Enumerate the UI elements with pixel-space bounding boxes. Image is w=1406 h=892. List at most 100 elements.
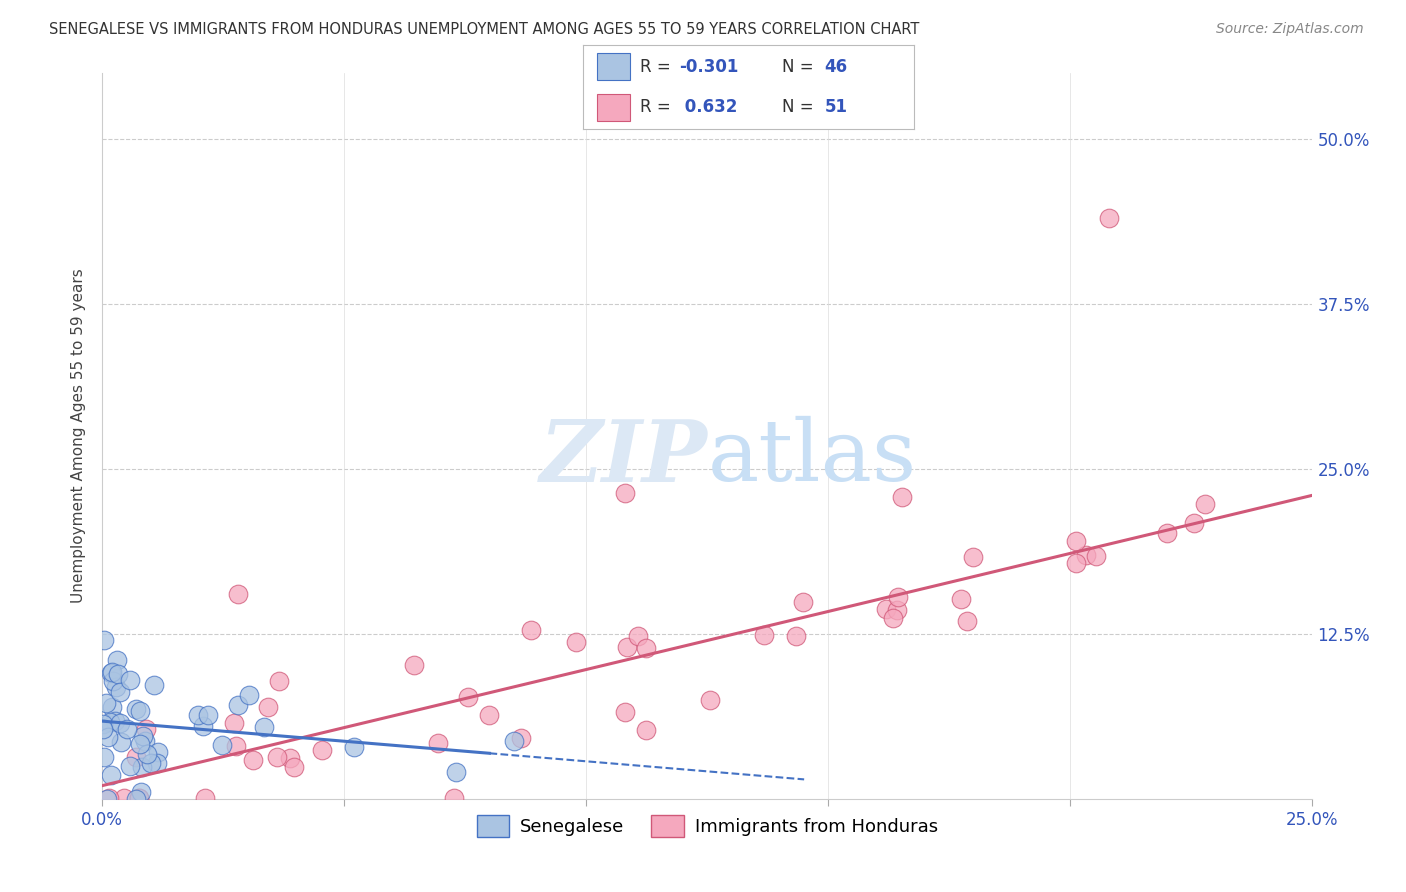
Legend: Senegalese, Immigrants from Honduras: Senegalese, Immigrants from Honduras xyxy=(470,808,945,844)
Point xyxy=(96,792,118,806)
Point xyxy=(124,749,146,764)
Text: 0.632: 0.632 xyxy=(679,98,738,116)
Point xyxy=(125,792,148,806)
Text: R =: R = xyxy=(640,98,676,116)
Point xyxy=(890,491,912,505)
Point xyxy=(283,760,305,774)
Point xyxy=(1066,533,1088,548)
Point xyxy=(107,666,129,681)
Y-axis label: Unemployment Among Ages 55 to 59 years: Unemployment Among Ages 55 to 59 years xyxy=(72,268,86,603)
Point xyxy=(128,790,150,805)
Point xyxy=(115,722,138,736)
Point xyxy=(613,706,636,720)
Point xyxy=(886,602,908,616)
Point xyxy=(135,722,157,736)
Point xyxy=(91,722,114,736)
Text: atlas: atlas xyxy=(707,416,917,500)
Point xyxy=(1182,516,1205,530)
Text: ZIP: ZIP xyxy=(540,416,707,500)
Point xyxy=(129,785,152,799)
Point xyxy=(1074,548,1097,562)
Point xyxy=(502,734,524,748)
Text: 51: 51 xyxy=(825,98,848,116)
Point xyxy=(93,717,115,731)
Point xyxy=(125,702,148,716)
Point xyxy=(211,739,233,753)
Point xyxy=(110,735,132,749)
Point xyxy=(129,704,152,718)
Point xyxy=(311,743,333,757)
Point xyxy=(792,595,814,609)
Point xyxy=(519,623,541,637)
Point xyxy=(478,707,501,722)
Point xyxy=(93,749,115,764)
Point xyxy=(194,790,217,805)
Point xyxy=(949,591,972,606)
Point xyxy=(1098,211,1121,226)
Point xyxy=(242,753,264,767)
Point xyxy=(101,665,124,679)
Point xyxy=(1085,549,1108,563)
Point xyxy=(634,641,657,656)
Point xyxy=(427,736,450,750)
Point xyxy=(128,790,150,805)
Point xyxy=(1156,525,1178,540)
Text: Source: ZipAtlas.com: Source: ZipAtlas.com xyxy=(1216,22,1364,37)
Point xyxy=(699,693,721,707)
Point xyxy=(139,756,162,770)
Point xyxy=(143,678,166,692)
Point xyxy=(97,790,120,805)
Point xyxy=(187,708,209,723)
Point xyxy=(616,640,638,654)
Point xyxy=(104,714,127,728)
Point xyxy=(785,630,807,644)
Point xyxy=(136,747,159,762)
Point xyxy=(118,759,141,773)
Point xyxy=(148,745,170,759)
Point xyxy=(565,635,588,649)
Point xyxy=(100,768,122,782)
Point xyxy=(105,680,128,694)
Point xyxy=(238,688,260,702)
Text: -0.301: -0.301 xyxy=(679,58,738,76)
Point xyxy=(626,629,648,643)
Point xyxy=(225,739,247,754)
Point xyxy=(93,633,115,648)
Point xyxy=(955,614,977,628)
Point xyxy=(146,756,169,770)
Point xyxy=(962,550,984,565)
Point xyxy=(269,673,291,688)
Point xyxy=(875,602,897,616)
Text: R =: R = xyxy=(640,58,676,76)
Text: SENEGALESE VS IMMIGRANTS FROM HONDURAS UNEMPLOYMENT AMONG AGES 55 TO 59 YEARS CO: SENEGALESE VS IMMIGRANTS FROM HONDURAS U… xyxy=(49,22,920,37)
Point xyxy=(614,485,637,500)
Point xyxy=(266,749,288,764)
Point xyxy=(101,674,124,689)
Point xyxy=(100,666,122,681)
Point xyxy=(132,730,155,744)
Point xyxy=(131,759,153,773)
Point xyxy=(98,714,121,729)
Point xyxy=(887,590,910,604)
Point xyxy=(222,715,245,730)
Point xyxy=(634,723,657,737)
Point xyxy=(404,657,426,672)
Point xyxy=(105,653,128,667)
Text: N =: N = xyxy=(782,58,818,76)
Point xyxy=(197,708,219,723)
Point xyxy=(96,696,118,710)
Point xyxy=(128,737,150,751)
Point xyxy=(110,685,132,699)
Point xyxy=(108,716,131,731)
Point xyxy=(256,700,278,714)
Point xyxy=(457,690,479,704)
Point xyxy=(882,611,904,625)
Text: N =: N = xyxy=(782,98,818,116)
Point xyxy=(112,790,135,805)
Point xyxy=(226,698,249,713)
Point xyxy=(443,790,465,805)
Text: 46: 46 xyxy=(825,58,848,76)
Point xyxy=(226,587,249,601)
Point xyxy=(343,739,366,754)
Point xyxy=(191,719,214,733)
